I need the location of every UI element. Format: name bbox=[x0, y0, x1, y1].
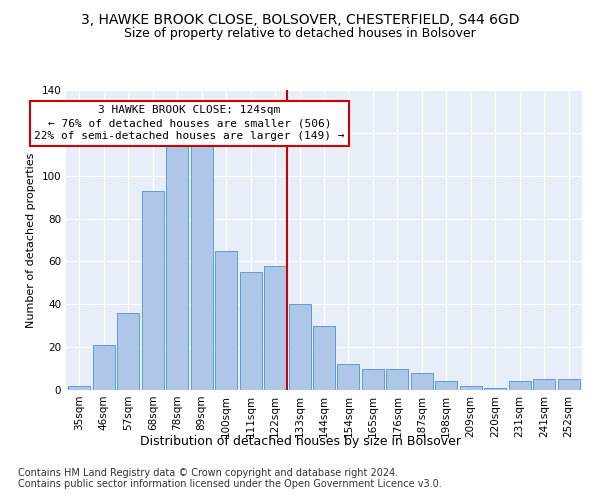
Bar bbox=[264, 266, 286, 390]
Bar bbox=[460, 386, 482, 390]
Bar bbox=[484, 388, 506, 390]
Text: Distribution of detached houses by size in Bolsover: Distribution of detached houses by size … bbox=[139, 435, 461, 448]
Bar bbox=[362, 368, 384, 390]
Bar bbox=[509, 382, 530, 390]
Bar bbox=[239, 272, 262, 390]
Bar bbox=[289, 304, 311, 390]
Bar bbox=[411, 373, 433, 390]
Bar bbox=[313, 326, 335, 390]
Y-axis label: Number of detached properties: Number of detached properties bbox=[26, 152, 36, 328]
Bar bbox=[215, 250, 237, 390]
Bar bbox=[166, 112, 188, 390]
Bar bbox=[386, 368, 409, 390]
Bar bbox=[93, 345, 115, 390]
Bar bbox=[435, 382, 457, 390]
Bar bbox=[142, 190, 164, 390]
Bar bbox=[191, 142, 213, 390]
Text: Contains HM Land Registry data © Crown copyright and database right 2024.
Contai: Contains HM Land Registry data © Crown c… bbox=[18, 468, 442, 489]
Text: 3 HAWKE BROOK CLOSE: 124sqm
← 76% of detached houses are smaller (506)
22% of se: 3 HAWKE BROOK CLOSE: 124sqm ← 76% of det… bbox=[34, 105, 345, 142]
Bar bbox=[533, 380, 555, 390]
Text: 3, HAWKE BROOK CLOSE, BOLSOVER, CHESTERFIELD, S44 6GD: 3, HAWKE BROOK CLOSE, BOLSOVER, CHESTERF… bbox=[81, 12, 519, 26]
Bar bbox=[337, 364, 359, 390]
Text: Size of property relative to detached houses in Bolsover: Size of property relative to detached ho… bbox=[124, 28, 476, 40]
Bar bbox=[557, 380, 580, 390]
Bar bbox=[118, 313, 139, 390]
Bar bbox=[68, 386, 91, 390]
